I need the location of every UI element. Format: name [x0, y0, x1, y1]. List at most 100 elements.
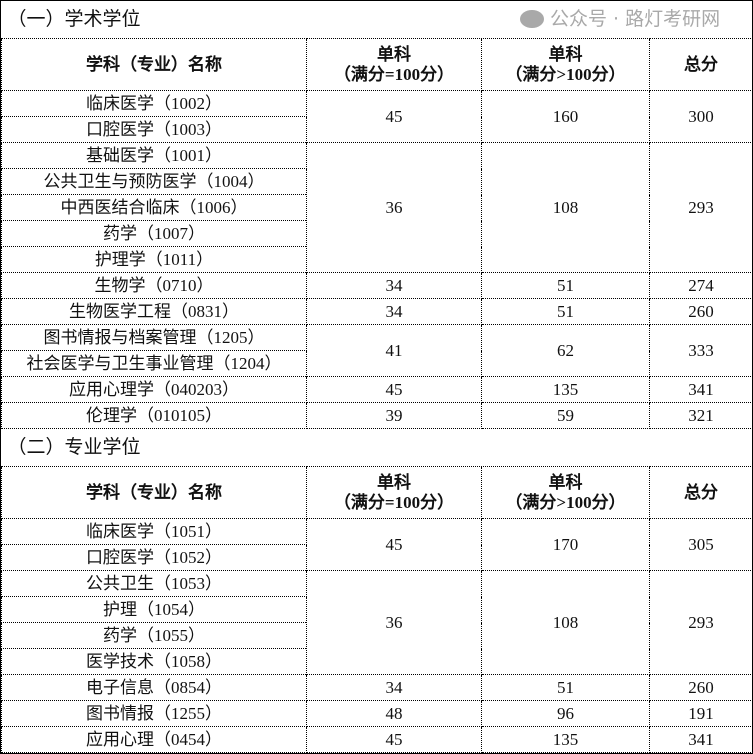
- subject-name: 药学（1007）: [1, 220, 307, 247]
- header-line: 单科: [377, 44, 411, 64]
- subject-name: 伦理学（010105）: [1, 402, 307, 429]
- table-row: 药学（1055）: [1, 622, 753, 649]
- subject-name: 应用心理学（040203）: [1, 376, 307, 403]
- header-line: 单科: [548, 44, 583, 64]
- table-row: 药学（1007）: [1, 220, 753, 247]
- single-over-100-score: 170: [481, 518, 650, 571]
- table-row: 伦理学（010105） 39 59 321: [1, 402, 753, 429]
- header-col2: 单科 （满分>100分）: [481, 38, 650, 91]
- total-score: 321: [648, 402, 753, 429]
- header-name: 学科（专业）名称: [1, 38, 307, 91]
- single-100-score: 48: [306, 700, 482, 727]
- total-score: 260: [648, 674, 753, 701]
- table-row: 生物医学工程（0831） 34 51 260: [1, 298, 753, 325]
- table-row: 社会医学与卫生事业管理（1204）: [1, 350, 753, 377]
- single-100-score: 45: [306, 376, 482, 403]
- table-row: 临床医学（1051） 45 170 305: [1, 518, 753, 571]
- single-over-100-score: 51: [481, 272, 650, 299]
- table-row: 应用心理学（040203） 45 135 341: [1, 376, 753, 403]
- header-col1: 单科 （满分=100分）: [306, 38, 482, 91]
- header-row: 学科（专业）名称 单科 （满分=100分） 单科 （满分>100分） 总分: [1, 38, 753, 91]
- single-over-100-score: 108: [481, 570, 650, 675]
- table-row: 临床医学（1002） 45 160 300: [1, 90, 753, 143]
- single-over-100-score: 160: [481, 90, 650, 143]
- header-col1: 单科 （满分=100分）: [306, 466, 482, 519]
- single-100-score: 39: [306, 402, 482, 429]
- header-line: 单科: [548, 472, 583, 492]
- table-row: 电子信息（0854） 34 51 260: [1, 674, 753, 701]
- subject-name: 口腔医学（1052）: [1, 544, 307, 571]
- single-over-100-score: 135: [481, 376, 650, 403]
- header-line: （满分=100分）: [333, 64, 455, 84]
- table-row: 图书情报与档案管理（1205） 41 62 333: [1, 324, 753, 377]
- total-score: 293: [648, 142, 753, 273]
- table-row: 基础医学（1001） 36 108 293: [1, 142, 753, 273]
- header-line: （满分>100分）: [505, 64, 626, 84]
- single-100-score: 36: [306, 570, 482, 675]
- single-over-100-score: 59: [481, 402, 650, 429]
- subject-name: 社会医学与卫生事业管理（1204）: [1, 350, 307, 377]
- watermark-text: 公众号 · 路灯考研网: [550, 8, 721, 30]
- table-row: 中西医结合临床（1006）: [1, 194, 753, 221]
- subject-name: 生物医学工程（0831）: [1, 298, 307, 325]
- single-100-score: 45: [306, 726, 482, 753]
- subject-name: 应用心理（0454）: [1, 726, 307, 753]
- table-row: 口腔医学（1003）: [1, 116, 753, 143]
- subject-name: 护理（1054）: [1, 596, 307, 623]
- single-100-score: 34: [306, 674, 482, 701]
- single-over-100-score: 51: [481, 298, 650, 325]
- single-100-score: 36: [306, 142, 482, 273]
- total-score: 191: [648, 700, 753, 727]
- table-row: 图书情报（1255） 48 96 191: [1, 700, 753, 727]
- subject-name: 药学（1055）: [1, 622, 307, 649]
- subject-name: 医学技术（1058）: [1, 648, 307, 675]
- single-over-100-score: 51: [481, 674, 650, 701]
- wechat-icon: [520, 10, 544, 28]
- header-line: 单科: [377, 472, 411, 492]
- section-title-row: （二）专业学位: [1, 428, 753, 467]
- single-over-100-score: 135: [481, 726, 650, 753]
- subject-name: 临床医学（1051）: [1, 518, 307, 545]
- subject-name: 临床医学（1002）: [1, 90, 307, 117]
- header-name: 学科（专业）名称: [1, 466, 307, 519]
- header-line: （满分=100分）: [333, 492, 455, 512]
- total-score: 260: [648, 298, 753, 325]
- watermark: 公众号 · 路灯考研网: [520, 8, 720, 30]
- total-score: 341: [648, 376, 753, 403]
- header-row: 学科（专业）名称 单科 （满分=100分） 单科 （满分>100分） 总分: [1, 466, 753, 519]
- subject-name: 公共卫生（1053）: [1, 570, 307, 597]
- subject-name: 公共卫生与预防医学（1004）: [1, 168, 307, 195]
- header-line: （满分>100分）: [505, 492, 626, 512]
- section-title: （二）专业学位: [1, 428, 753, 467]
- total-score: 333: [648, 324, 753, 377]
- total-score: 305: [648, 518, 753, 571]
- header-total: 总分: [648, 38, 753, 91]
- subject-name: 电子信息（0854）: [1, 674, 307, 701]
- single-100-score: 45: [306, 90, 482, 143]
- table-row: 护理学（1011）: [1, 246, 753, 273]
- total-score: 293: [648, 570, 753, 675]
- section-title-row: （一）学术学位: [1, 1, 753, 39]
- single-over-100-score: 108: [481, 142, 650, 273]
- subject-name: 基础医学（1001）: [1, 142, 307, 169]
- single-100-score: 34: [306, 272, 482, 299]
- total-score: 341: [648, 726, 753, 753]
- table-row: 生物学（0710） 34 51 274: [1, 272, 753, 299]
- subject-name: 口腔医学（1003）: [1, 116, 307, 143]
- single-100-score: 41: [306, 324, 482, 377]
- header-col2: 单科 （满分>100分）: [481, 466, 650, 519]
- single-over-100-score: 62: [481, 324, 650, 377]
- section-title: （一）学术学位: [1, 1, 753, 39]
- single-100-score: 45: [306, 518, 482, 571]
- table-row: 应用心理（0454） 45 135 341: [1, 726, 753, 753]
- single-100-score: 34: [306, 298, 482, 325]
- table-row: 口腔医学（1052）: [1, 544, 753, 571]
- subject-name: 中西医结合临床（1006）: [1, 194, 307, 221]
- single-over-100-score: 96: [481, 700, 650, 727]
- table-row: 公共卫生与预防医学（1004）: [1, 168, 753, 195]
- subject-name: 生物学（0710）: [1, 272, 307, 299]
- table-row: 公共卫生（1053） 36 108 293: [1, 570, 753, 675]
- total-score: 274: [648, 272, 753, 299]
